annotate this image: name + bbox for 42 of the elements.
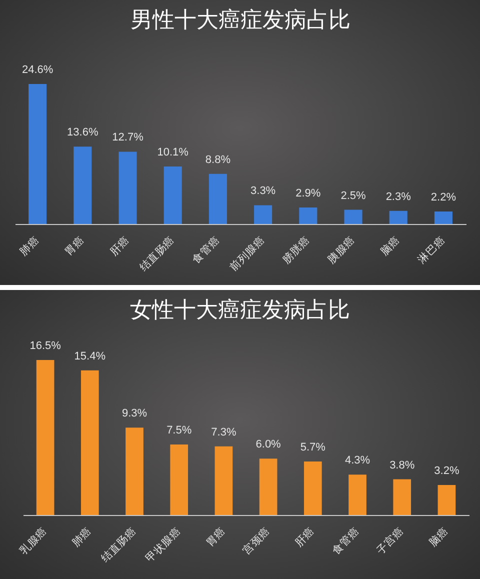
data-label: 8.8% [205, 154, 231, 166]
x-tick-label: 胃癌 [203, 524, 228, 550]
x-tick-label: 胰腺癌 [324, 234, 358, 266]
data-label: 4.3% [344, 454, 370, 467]
x-tick-label: 食管癌 [329, 524, 362, 558]
data-label: 12.7% [112, 132, 144, 144]
data-label: 2.2% [430, 191, 456, 204]
x-tick-label: 肝癌 [107, 234, 132, 258]
x-tick-label: 结直肠癌 [136, 234, 178, 274]
data-label: 9.3% [122, 408, 148, 420]
x-tick-label: 乳腺癌 [17, 524, 50, 558]
chart-title: 女性十大癌症发病占比 [130, 298, 350, 323]
x-tick-label: 肝癌 [292, 524, 318, 550]
data-label: 15.4% [74, 350, 106, 362]
chart-title: 男性十大癌症发病占比 [130, 8, 350, 33]
data-label: 2.5% [340, 190, 366, 202]
x-tick-label: 食管癌 [190, 234, 222, 266]
data-label: 7.5% [166, 424, 192, 437]
data-label: 2.3% [386, 190, 412, 203]
data-label: 5.7% [300, 441, 326, 454]
data-label: 10.1% [157, 146, 189, 159]
x-tick-label: 子宫癌 [374, 524, 406, 558]
x-tick-label: 宫颈癌 [240, 524, 273, 558]
data-label: 13.6% [67, 126, 98, 139]
data-label: 6.0% [256, 438, 282, 451]
data-label: 7.3% [211, 426, 236, 438]
x-tick-label: 膀胱癌 [280, 234, 312, 266]
x-tick-label: 结直肠癌 [98, 524, 139, 565]
data-label: 16.5% [30, 340, 62, 352]
x-tick-label: 肺癌 [17, 234, 42, 258]
data-label: 2.9% [296, 187, 321, 200]
x-tick-label: 甲状腺癌 [143, 524, 184, 565]
x-tick-label: 脑癌 [378, 234, 403, 258]
x-tick-label: 淋巴癌 [415, 234, 448, 266]
x-tick-label: 脑癌 [426, 524, 451, 550]
data-label: 3.8% [390, 459, 415, 472]
x-tick-label: 胃癌 [62, 234, 87, 258]
data-label: 3.3% [250, 185, 276, 198]
data-label: 3.2% [434, 464, 460, 477]
x-tick-label: 肺癌 [69, 524, 94, 550]
x-tick-label: 前列腺癌 [226, 234, 268, 274]
data-label: 24.6% [22, 64, 54, 76]
